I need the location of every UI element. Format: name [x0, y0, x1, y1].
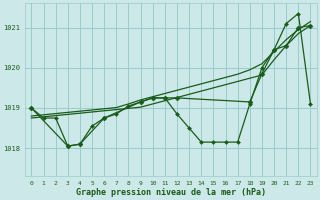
X-axis label: Graphe pression niveau de la mer (hPa): Graphe pression niveau de la mer (hPa) — [76, 188, 266, 197]
